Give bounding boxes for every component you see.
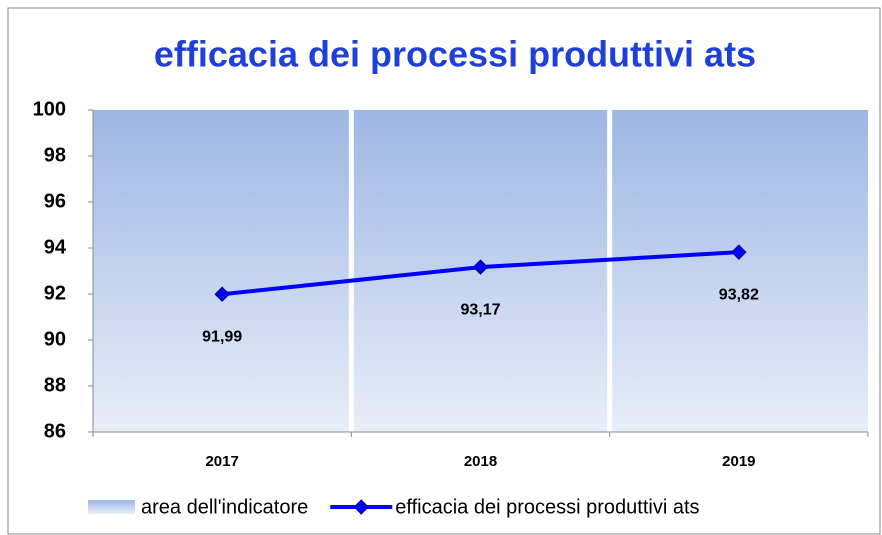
- legend-marker: [353, 499, 369, 515]
- data-label: 91,99: [202, 328, 242, 345]
- y-tick-label: 92: [44, 282, 66, 304]
- marker: [214, 286, 230, 302]
- x-tick-label: 2018: [464, 453, 497, 470]
- y-tick-label: 100: [33, 98, 66, 120]
- legend-swatch: [88, 500, 135, 514]
- y-tick-label: 98: [44, 144, 66, 166]
- y-tick-label: 94: [44, 236, 67, 258]
- y-tick-label: 96: [44, 190, 66, 212]
- x-tick-label: 2019: [722, 453, 755, 470]
- data-label: 93,17: [460, 301, 500, 318]
- marker: [472, 259, 489, 275]
- bar: [93, 110, 349, 432]
- marker: [731, 244, 747, 260]
- y-tick-label: 88: [44, 374, 66, 396]
- y-tick-label: 90: [44, 328, 66, 350]
- y-tick-label: 86: [44, 420, 66, 442]
- chart-title: efficacia dei processi produttivi ats: [154, 34, 756, 75]
- data-label: 93,82: [719, 286, 759, 303]
- legend-label: area dell'indicatore: [141, 496, 308, 518]
- bar: [612, 110, 868, 432]
- legend-label: efficacia dei processi produttivi ats: [395, 496, 699, 518]
- x-tick-label: 2017: [205, 453, 238, 470]
